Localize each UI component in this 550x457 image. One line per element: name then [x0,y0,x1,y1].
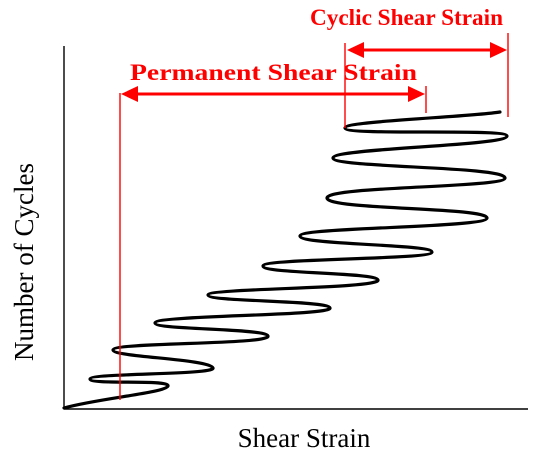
y-axis-label: Number of Cycles [9,163,39,361]
cyclic-arrowhead-left [347,42,364,58]
cyclic-arrowhead-right [490,42,507,58]
cyclic-shear-strain-label: Cyclic Shear Strain [310,5,503,30]
permanent-arrowhead-left [121,86,138,102]
permanent-shear-strain-label: Permanent Shear Strain [130,60,417,85]
permanent-arrowhead-right [408,86,425,102]
cyclic-strain-curve [62,110,509,410]
x-axis-label: Shear Strain [238,423,371,453]
